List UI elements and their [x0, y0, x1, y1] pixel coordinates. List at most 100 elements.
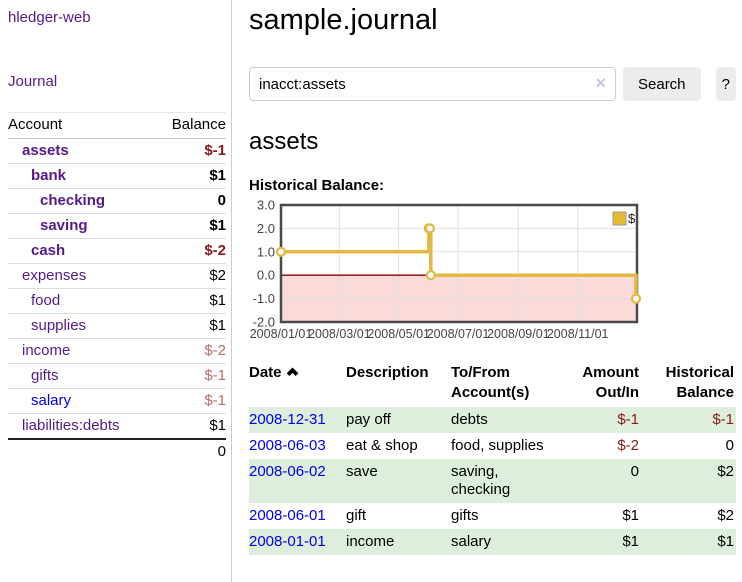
account-row: cash $-2	[8, 238, 226, 264]
accounts-body: assets $-1 bank $1 checking 0 saving $1 cash $-2 e…	[8, 138, 226, 464]
svg-text:2.0: 2.0	[257, 221, 275, 236]
account-link-expenses[interactable]: expenses	[22, 267, 87, 284]
account-link-income[interactable]: income	[22, 342, 71, 359]
accounts-total-value: 0	[154, 438, 226, 464]
accounts-cell: saving, checking	[451, 463, 511, 498]
account-balance: $-2	[154, 238, 226, 264]
svg-text:2008/07/01: 2008/07/01	[427, 327, 490, 341]
account-row: income $-2	[8, 338, 226, 364]
accounts-header-balance: Balance	[154, 112, 226, 139]
account-link-saving[interactable]: saving	[40, 217, 88, 234]
app-title-link[interactable]: hledger-web	[8, 9, 91, 26]
account-row: assets $-1	[8, 138, 226, 164]
svg-text:1.0: 1.0	[257, 244, 275, 259]
account-link-food[interactable]: food	[31, 292, 61, 309]
chart-title: Historical Balance:	[249, 177, 385, 194]
search-row: × Search ?	[249, 67, 736, 101]
svg-text:2008/05/01: 2008/05/01	[367, 327, 430, 341]
account-link-assets[interactable]: assets	[22, 142, 69, 159]
register-header-description: Description	[346, 364, 429, 381]
date-link[interactable]: 2008-06-02	[249, 463, 326, 480]
account-link-gifts[interactable]: gifts	[31, 367, 59, 384]
register-table: Date Description To/From Account(s) Amou…	[249, 361, 736, 555]
svg-text:2008/09/01: 2008/09/01	[487, 327, 550, 341]
page-title: sample.journal	[249, 4, 438, 36]
main-content: sample.journal × Search ? assets Histori…	[232, 0, 742, 582]
accounts-total-row: 0	[8, 438, 226, 464]
account-link-checking[interactable]: checking	[40, 192, 106, 209]
table-row: 2008-06-02 save saving, checking 0 $2	[249, 459, 736, 503]
table-row: 2008-06-01 gift gifts $1 $2	[249, 503, 736, 529]
search-button[interactable]: Search	[623, 67, 701, 101]
accounts-cell: food, supplies	[451, 437, 544, 454]
account-balance: $1	[154, 163, 226, 189]
account-row: checking 0	[8, 188, 226, 214]
account-link-supplies[interactable]: supplies	[31, 317, 87, 334]
register-header-date[interactable]: Date	[249, 361, 346, 407]
account-link-salary[interactable]: salary	[31, 392, 72, 409]
description-cell: income	[346, 533, 395, 550]
balance-cell: 0	[725, 437, 734, 454]
sort-ascending-icon	[286, 363, 299, 383]
date-header-label: Date	[249, 364, 282, 381]
amount-cell: $1	[622, 533, 639, 550]
register-header-accounts: To/From Account(s)	[451, 364, 530, 401]
account-row: supplies $1	[8, 313, 226, 339]
date-link[interactable]: 2008-01-01	[249, 533, 326, 550]
account-link-bank[interactable]: bank	[31, 167, 67, 184]
svg-text:2008/11/01: 2008/11/01	[547, 327, 609, 341]
description-cell: gift	[346, 507, 367, 524]
accounts-table: Account Balance assets $-1 bank $1 checking 0…	[8, 112, 226, 464]
register-header-balance: Historical Balance	[665, 364, 734, 401]
register-body: 2008-12-31 pay off debts $-1 $-1 2008-06-03 ea…	[249, 407, 736, 555]
account-row: salary $-1	[8, 388, 226, 414]
account-balance: $-2	[154, 338, 226, 364]
account-balance: 0	[154, 188, 226, 214]
table-row: 2008-12-31 pay off debts $-1 $-1	[249, 407, 736, 433]
balance-cell: $-1	[712, 411, 734, 428]
account-balance: $1	[154, 313, 226, 339]
account-link-liabilities-debts[interactable]: liabilities:debts	[22, 417, 120, 434]
account-heading: assets	[249, 128, 319, 155]
accounts-cell: salary	[451, 533, 492, 550]
search-input[interactable]	[249, 67, 616, 101]
date-link[interactable]: 2008-12-31	[249, 411, 326, 428]
search-box: ×	[249, 67, 616, 101]
account-balance: $-1	[154, 138, 226, 164]
balance-cell: $2	[717, 507, 734, 524]
account-row: expenses $2	[8, 263, 226, 289]
balance-cell: $2	[717, 463, 734, 480]
register-header-amount: Amount Out/In	[582, 364, 639, 401]
accounts-cell: debts	[451, 411, 488, 428]
accounts-header-account: Account	[8, 112, 155, 139]
table-row: 2008-06-03 eat & shop food, supplies $-2 0	[249, 433, 736, 459]
account-row: saving $1	[8, 213, 226, 239]
svg-text:3.0: 3.0	[257, 200, 275, 213]
app-title: hledger-web	[8, 9, 226, 26]
svg-text:-1.0: -1.0	[253, 291, 275, 306]
svg-text:2008/01/01: 2008/01/01	[250, 327, 313, 341]
register-header-row: Date Description To/From Account(s) Amou…	[249, 361, 736, 407]
accounts-cell: gifts	[451, 507, 479, 524]
account-balance: $-1	[154, 388, 226, 414]
sidebar: hledger-web Journal Account Balance asse…	[0, 0, 232, 582]
historical-balance-chart: $3.0 2.0 1.0 0.0 -1.0 -2.02008/01/012008/03/0…	[250, 200, 642, 341]
date-link[interactable]: 2008-06-01	[249, 507, 326, 524]
account-balance: $2	[154, 263, 226, 289]
account-balance: $1	[154, 213, 226, 239]
amount-cell: $1	[622, 507, 639, 524]
amount-cell: $-2	[617, 437, 639, 454]
account-row: gifts $-1	[8, 363, 226, 389]
svg-text:2008/03/01: 2008/03/01	[308, 327, 371, 341]
description-cell: pay off	[346, 411, 391, 428]
sidebar-item-journal[interactable]: Journal	[8, 73, 58, 90]
date-link[interactable]: 2008-06-03	[249, 437, 326, 454]
balance-cell: $1	[717, 533, 734, 550]
clear-search-icon[interactable]: ×	[595, 73, 606, 93]
help-button[interactable]: ?	[715, 67, 736, 101]
description-cell: save	[346, 463, 378, 480]
account-balance: $1	[154, 288, 226, 314]
account-row: food $1	[8, 288, 226, 314]
table-row: 2008-01-01 income salary $1 $1	[249, 529, 736, 555]
account-link-cash[interactable]: cash	[31, 242, 66, 259]
